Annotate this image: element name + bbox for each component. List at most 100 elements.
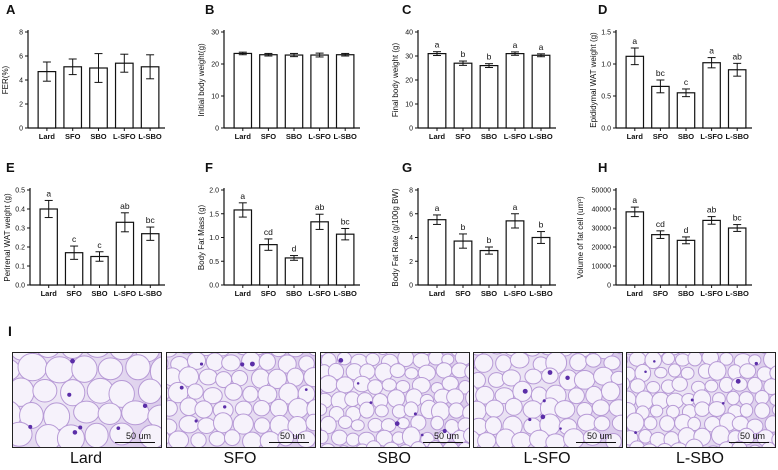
nucleus <box>67 392 72 397</box>
adipocyte <box>337 415 353 429</box>
nucleus <box>420 433 424 437</box>
panel-letter: F <box>205 160 213 175</box>
adipocyte <box>32 379 58 403</box>
adipocyte <box>749 444 761 447</box>
bar-l-sbo <box>727 227 747 286</box>
adipocyte <box>654 366 668 379</box>
adipocyte <box>139 424 161 447</box>
adipocyte <box>277 429 295 447</box>
y-tick-label: 30 <box>211 30 219 37</box>
y-tick-label: 10000 <box>592 264 612 271</box>
adipocyte <box>511 431 532 447</box>
adipocyte <box>232 413 254 435</box>
x-tick-label: Lard <box>39 132 56 141</box>
adipocyte <box>147 404 161 429</box>
adipocyte <box>667 363 682 378</box>
adipocyte <box>167 358 169 369</box>
adipocyte <box>567 387 585 405</box>
bar-l-sbo <box>335 233 355 286</box>
nucleus <box>644 370 647 373</box>
adipocyte <box>321 375 338 394</box>
adipocyte-cells <box>627 353 775 447</box>
adipocyte <box>242 431 262 447</box>
adipocyte <box>769 393 775 406</box>
bar-lard <box>39 208 58 286</box>
adipocyte <box>569 353 588 372</box>
x-tick-label: Lard <box>429 132 446 141</box>
adipocyte <box>687 353 703 367</box>
x-tick-label: Lard <box>429 289 446 298</box>
adipocyte <box>13 421 33 447</box>
x-tick-label: SFO <box>65 132 81 141</box>
x-tick-label: L-SFO <box>114 289 137 298</box>
nucleus <box>565 375 570 381</box>
adipocyte <box>190 432 207 447</box>
panel-letter: D <box>598 2 607 17</box>
bar-lard <box>427 219 447 286</box>
adipocyte <box>86 353 109 358</box>
significance-letter: c <box>684 77 689 87</box>
adipocyte-cells <box>474 353 622 447</box>
adipocyte <box>627 355 629 364</box>
y-axis-label: FER(%) <box>1 65 10 94</box>
significance-letter: a <box>539 42 544 52</box>
adipocyte <box>178 366 200 387</box>
adipocyte <box>410 441 427 447</box>
adipocyte <box>627 412 645 433</box>
significance-letter: a <box>513 202 518 212</box>
adipocyte <box>399 444 412 447</box>
adipocyte <box>269 398 289 418</box>
nucleus <box>240 362 245 367</box>
x-tick-label: L-SFO <box>700 132 723 141</box>
adipocyte <box>242 385 259 403</box>
nucleus <box>542 399 546 403</box>
adipocyte <box>335 376 355 394</box>
bar-sbo <box>284 257 304 286</box>
bar-sbo <box>479 64 499 129</box>
significance-letter: c <box>72 234 77 244</box>
scale-bar <box>576 442 616 443</box>
y-tick-label: 0.5 <box>601 94 611 101</box>
y-tick-label: 10 <box>405 102 413 109</box>
adipocyte <box>383 441 400 447</box>
adipocyte <box>707 445 719 447</box>
significance-letter: b <box>461 222 466 232</box>
adipocyte <box>97 357 124 381</box>
adipocyte <box>577 413 598 432</box>
bar-l-sfo <box>505 220 525 286</box>
adipocyte <box>763 378 775 396</box>
nucleus <box>199 362 204 366</box>
y-tick-label: 30000 <box>592 226 612 233</box>
panel-letter-I: I <box>8 323 12 339</box>
bar-sfo <box>259 54 278 129</box>
x-tick-label: SBO <box>481 132 497 141</box>
nucleus <box>142 403 148 409</box>
adipocyte <box>629 378 646 394</box>
y-tick-label: 0.5 <box>15 188 25 195</box>
micrograph-label-l-sbo: L-SBO <box>675 450 724 467</box>
adipocyte <box>330 429 348 446</box>
x-tick-label: L-SFO <box>308 289 331 298</box>
y-tick-label: 20000 <box>592 245 612 252</box>
adipocyte <box>359 401 375 419</box>
adipocyte <box>522 400 543 419</box>
significance-letter: a <box>632 195 637 205</box>
x-tick-label: SFO <box>66 289 82 298</box>
adipocyte <box>125 354 151 381</box>
significance-letter: c <box>97 240 102 250</box>
significance-letter: b <box>461 49 466 59</box>
y-tick-label: 0 <box>19 126 23 133</box>
micrograph-label-l-sfo: L-SFO <box>523 450 571 467</box>
significance-letter: a <box>513 40 518 50</box>
x-tick-label: SBO <box>90 132 106 141</box>
adipocyte <box>149 356 161 387</box>
adipocyte <box>167 353 178 358</box>
adipocyte <box>71 355 98 383</box>
adipocyte <box>477 432 497 447</box>
scale-bar-label: 50 um <box>125 431 151 441</box>
adipocyte <box>627 377 631 391</box>
adipocyte <box>491 353 503 355</box>
adipocyte <box>321 429 329 444</box>
adipocyte <box>308 353 315 357</box>
